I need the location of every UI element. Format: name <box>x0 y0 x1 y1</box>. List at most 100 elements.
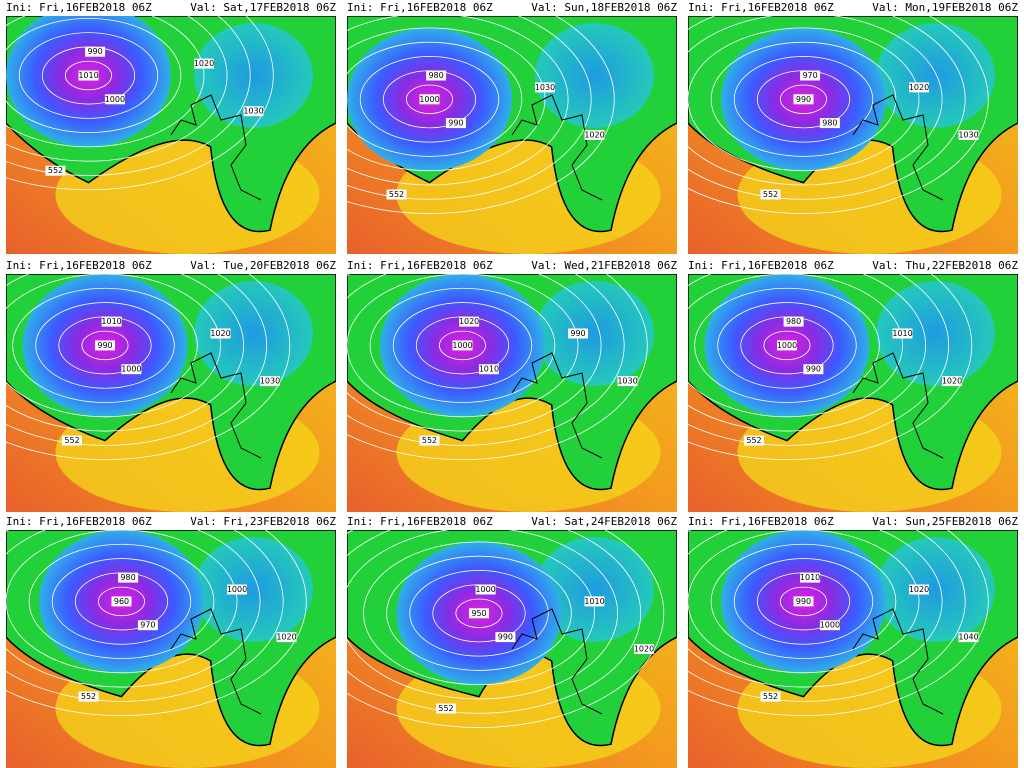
label-box <box>62 435 82 446</box>
label-box <box>909 82 929 93</box>
isobar <box>688 27 920 172</box>
init-time: Ini: Fri,16FEB2018 06Z <box>6 1 152 14</box>
contour-label: 552 <box>763 190 778 199</box>
map: 960 970 980 1000 1020 552 <box>6 530 336 768</box>
isobar <box>688 274 973 461</box>
cold-air-core <box>6 16 171 147</box>
isobar <box>12 287 198 403</box>
label-box <box>386 189 407 200</box>
contour-label: 1030 <box>958 131 978 140</box>
contour-label: 1030 <box>243 107 263 116</box>
isobar <box>28 543 215 659</box>
map: 1000 1010 1020 990 1030 552 <box>347 274 677 512</box>
isobar <box>363 541 595 686</box>
coastline <box>852 94 944 201</box>
cold-air-east <box>535 281 654 386</box>
valid-time: Val: Sun,18FEB2018 06Z <box>531 1 677 14</box>
label-box <box>210 328 231 339</box>
contour-label: 552 <box>64 436 79 445</box>
init-time: Ini: Fri,16FEB2018 06Z <box>6 259 152 272</box>
isobar <box>347 274 602 432</box>
map: 990 1000 1010 1020 1040 552 <box>688 530 1018 768</box>
label-box <box>118 572 139 583</box>
cold-air-east <box>876 281 995 386</box>
label-box <box>942 376 962 387</box>
contour-label: 990 <box>796 95 811 104</box>
contour-label: 1020 <box>942 377 962 386</box>
label-box <box>535 82 555 93</box>
contour-label: 970 <box>140 621 155 630</box>
contour-label: 950 <box>471 609 486 618</box>
forecast-panel: Ini: Fri,16FEB2018 06Z Val: Wed,21FEB2018… <box>347 259 677 512</box>
isobar <box>369 287 556 403</box>
isobar <box>347 530 618 700</box>
cold-air-east <box>876 537 995 642</box>
label-box <box>121 364 142 375</box>
label-box <box>95 340 115 351</box>
label-box <box>634 644 654 654</box>
valid-time: Val: Mon,19FEB2018 06Z <box>872 1 1018 14</box>
label-box <box>475 584 496 595</box>
label-box <box>243 106 264 117</box>
map: 1010 1000 990 1020 1030 552 <box>6 16 336 254</box>
isobar <box>780 586 828 617</box>
isobar <box>6 530 261 688</box>
contour-label: 1020 <box>584 131 604 140</box>
label-box <box>777 340 797 351</box>
isobar <box>438 330 486 361</box>
contour-label: 1040 <box>958 633 978 642</box>
isobar <box>6 530 284 702</box>
isobar <box>688 274 926 432</box>
contour-label: 990 <box>97 341 112 350</box>
isobar <box>347 16 592 200</box>
isobar <box>688 16 989 214</box>
isobar <box>347 274 625 446</box>
label-box <box>800 70 821 81</box>
contour-label: 980 <box>786 317 801 326</box>
contour-label: 990 <box>448 119 463 128</box>
isobar <box>6 16 251 176</box>
label-box <box>568 328 588 339</box>
isobar <box>6 17 182 134</box>
label-box <box>495 632 516 643</box>
contour-label: 1020 <box>276 633 296 642</box>
valid-time: Val: Sun,25FEB2018 06Z <box>872 515 1018 528</box>
map: 990 1000 1010 1020 1030 552 <box>6 274 336 512</box>
label-box <box>111 596 132 607</box>
label-box <box>78 70 99 81</box>
contour-label: 990 <box>498 633 513 642</box>
isobar <box>65 60 113 91</box>
init-time: Ini: Fri,16FEB2018 06Z <box>347 515 493 528</box>
contour-label: 1010 <box>101 317 121 326</box>
contour-label: 1020 <box>210 329 230 338</box>
contour-label: 1010 <box>892 329 912 338</box>
isobar <box>688 530 989 717</box>
isobar <box>6 16 228 162</box>
contour-label: 1020 <box>909 585 929 594</box>
forecast-panel: Ini: Fri,16FEB2018 06Z Val: Sat,17FEB2018… <box>6 1 336 254</box>
label-box <box>194 58 214 69</box>
isobar <box>392 302 533 389</box>
label-box <box>958 130 979 140</box>
label-box <box>104 94 125 105</box>
contour-label: 980 <box>428 71 443 80</box>
label-box <box>760 691 781 702</box>
contour-label: 970 <box>802 71 817 80</box>
label-box <box>819 118 840 129</box>
map: 1000 990 980 1030 1020 552 <box>347 16 677 254</box>
contour-label: 980 <box>120 573 135 582</box>
coastline <box>511 352 603 459</box>
label-box <box>137 620 158 631</box>
contour-label: 1000 <box>105 95 125 104</box>
isobar <box>733 558 874 645</box>
cold-air-east <box>535 537 654 642</box>
isobar <box>347 530 642 714</box>
coastline <box>511 94 603 201</box>
contour-label: 990 <box>796 597 811 606</box>
contour-label: 1010 <box>800 573 820 582</box>
label-box <box>419 94 440 105</box>
isobar <box>347 27 546 172</box>
contour-label: 1020 <box>909 83 929 92</box>
isobar <box>347 16 615 214</box>
isobar <box>688 530 943 688</box>
